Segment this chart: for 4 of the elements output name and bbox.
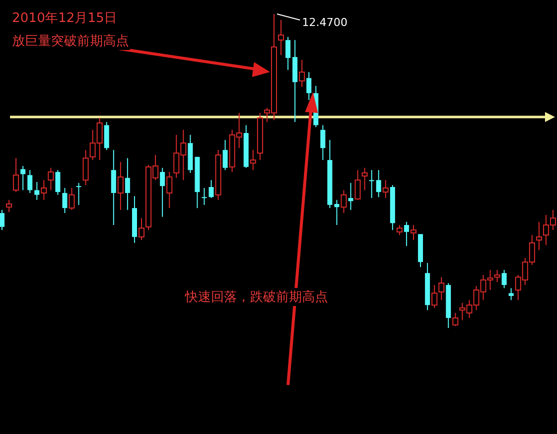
annotation: 2010年12月15日 <box>12 11 118 26</box>
annotation: 12.4700 <box>302 16 348 29</box>
annotation: 放巨量突破前期高点 <box>12 33 129 49</box>
annotation: 快速回落，跌破前期高点 <box>184 289 328 305</box>
